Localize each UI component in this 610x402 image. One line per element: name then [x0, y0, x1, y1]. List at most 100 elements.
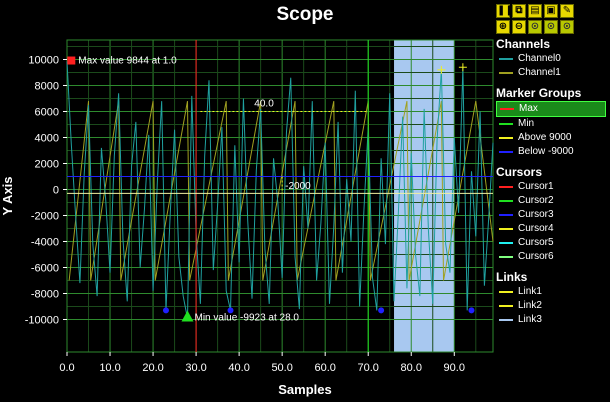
legend-label: Cursor4 [518, 223, 554, 234]
legend-cursor-cursor1[interactable]: Cursor1 [496, 180, 610, 194]
legend-channel-channel0[interactable]: Channel0 [496, 52, 610, 66]
marker-below-9000 [468, 307, 475, 314]
legend-label: Max [519, 103, 538, 114]
plot-frame [66, 39, 494, 353]
zoom-out-icon[interactable]: ⊖ [512, 20, 526, 34]
y-tick-label: 2000 [35, 159, 59, 171]
legend-marker-group-min[interactable]: Min [496, 117, 610, 131]
legend-cursor-cursor5[interactable]: Cursor5 [496, 236, 610, 250]
marker-below-9000 [378, 307, 385, 314]
x-tick-label: 0.0 [59, 362, 74, 374]
legend-swatch [499, 228, 513, 230]
cursors-heading: Cursors [496, 165, 543, 179]
legend-marker-group-below-9000[interactable]: Below -9000 [496, 145, 610, 159]
legend-swatch [499, 319, 513, 321]
links-heading: Links [496, 270, 528, 284]
link2-label: -2000 [285, 181, 311, 192]
marker-label: Min value -9923 at 28.0 [194, 312, 299, 323]
legend: Channels Channel0 Channel1 Marker Groups … [496, 36, 610, 327]
legend-cursor-cursor2[interactable]: Cursor2 [496, 194, 610, 208]
legend-label: Min [518, 118, 535, 129]
toolbar: ❚❚ ⧉ ▤ ▣ ✎ ⊕ ⊖ ⊙ ⊙ ⊙ [493, 2, 608, 38]
x-axis-label: Samples [278, 382, 331, 397]
chart-title: Scope [276, 4, 334, 25]
marker-groups-heading: Marker Groups [496, 86, 582, 100]
x-tick-label: 20.0 [142, 362, 163, 374]
y-tick-label: 6000 [35, 107, 59, 119]
legend-cursor-cursor6[interactable]: Cursor6 [496, 250, 610, 264]
x-tick-label: 40.0 [228, 362, 249, 374]
x-tick-label: 90.0 [444, 362, 465, 374]
marker-max [67, 56, 76, 65]
y-tick-label: -10000 [25, 315, 59, 327]
y-tick-label: -6000 [31, 263, 59, 275]
y-tick-label: 8000 [35, 81, 59, 93]
channels-heading: Channels [496, 37, 551, 51]
y-tick-label: -8000 [31, 289, 59, 301]
x-tick-label: 70.0 [358, 362, 379, 374]
legend-label: Cursor1 [518, 181, 554, 192]
legend-swatch [499, 72, 513, 74]
legend-cursor-cursor3[interactable]: Cursor3 [496, 208, 610, 222]
legend-label: Above 9000 [518, 132, 572, 143]
legend-label: Cursor2 [518, 195, 554, 206]
legend-label: Link1 [518, 286, 542, 297]
y-axis-label: Y Axis [0, 176, 15, 215]
marker-min [181, 310, 194, 322]
legend-channel-channel1[interactable]: Channel1 [496, 66, 610, 80]
legend-swatch [499, 214, 513, 216]
y-tick-label: 10000 [28, 55, 59, 67]
legend-label: Link2 [518, 300, 542, 311]
legend-cursor-cursor4[interactable]: Cursor4 [496, 222, 610, 236]
zoom-y-icon[interactable]: ⊙ [560, 20, 574, 34]
marker-below-9000 [227, 307, 234, 314]
legend-swatch [499, 256, 513, 258]
zoom-x-icon[interactable]: ⊙ [544, 20, 558, 34]
legend-label: Below -9000 [518, 146, 574, 157]
y-tick-label: -2000 [31, 211, 59, 223]
legend-swatch [499, 151, 513, 153]
print-icon[interactable]: ▤ [528, 4, 542, 18]
legend-link-link3[interactable]: Link3 [496, 313, 610, 327]
link1-label: 40.0 [254, 99, 274, 110]
zoom-reset-icon[interactable]: ⊙ [528, 20, 542, 34]
legend-swatch [499, 200, 513, 202]
legend-swatch [500, 108, 514, 110]
legend-label: Cursor3 [518, 209, 554, 220]
zoom-in-icon[interactable]: ⊕ [496, 20, 510, 34]
legend-swatch [499, 291, 513, 293]
marker-above-9000 [458, 63, 467, 72]
legend-swatch [499, 58, 513, 60]
y-tick-label: 4000 [35, 133, 59, 145]
x-tick-label: 60.0 [314, 362, 335, 374]
y-tick-label: 0 [53, 185, 59, 197]
legend-swatch [499, 305, 513, 307]
legend-label: Channel0 [518, 53, 561, 64]
legend-swatch [499, 186, 513, 188]
series-channel1-line [68, 101, 494, 281]
marker-below-9000 [162, 307, 169, 314]
legend-link-link1[interactable]: Link1 [496, 285, 610, 299]
legend-label: Link3 [518, 314, 542, 325]
legend-label: Cursor6 [518, 251, 554, 262]
x-tick-label: 10.0 [99, 362, 120, 374]
marker-label: Max value 9844 at 1.0 [78, 56, 177, 67]
legend-marker-group-above-9000[interactable]: Above 9000 [496, 131, 610, 145]
y-tick-label: -4000 [31, 237, 59, 249]
legend-swatch [499, 123, 513, 125]
save-icon[interactable]: ▣ [544, 4, 558, 18]
legend-link-link2[interactable]: Link2 [496, 299, 610, 313]
legend-swatch [499, 137, 513, 139]
x-tick-label: 30.0 [185, 362, 206, 374]
legend-marker-group-max[interactable]: Max [496, 101, 606, 117]
properties-icon[interactable]: ✎ [560, 4, 574, 18]
legend-label: Cursor5 [518, 237, 554, 248]
marker-above-9000 [437, 65, 446, 74]
copy-icon[interactable]: ⧉ [512, 4, 526, 18]
legend-label: Channel1 [518, 67, 561, 78]
x-tick-label: 50.0 [271, 362, 292, 374]
pause-icon[interactable]: ❚❚ [496, 4, 514, 18]
series-channel0-line [66, 61, 494, 319]
